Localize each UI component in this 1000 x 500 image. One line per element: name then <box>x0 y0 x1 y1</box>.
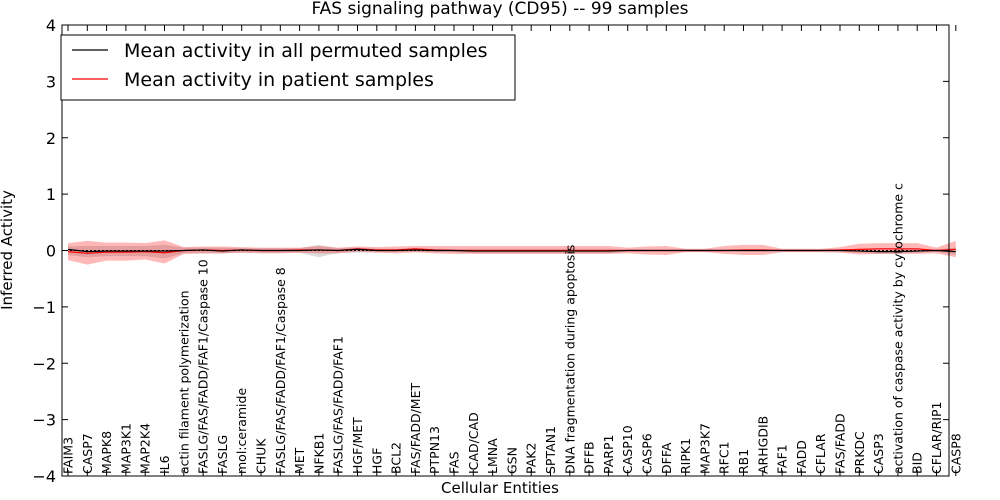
x-tick-label: CHUK <box>254 438 269 474</box>
x-tick-label: PARP1 <box>601 435 616 474</box>
x-tick-label: CFLAR/RIP1 <box>929 402 944 474</box>
x-tick-label: CFLAR <box>813 433 828 474</box>
x-tick-label: PTPN13 <box>427 426 442 474</box>
y-tick-label: −1 <box>32 298 56 317</box>
x-tick-label: FAS/FADD <box>833 413 848 474</box>
x-tick-label: FAF1 <box>775 444 790 474</box>
x-tick-label: DFFA <box>659 442 674 474</box>
x-tick-label: FAIM3 <box>61 437 76 474</box>
x-tick-label: MAPK8 <box>99 431 114 474</box>
y-tick-label: −2 <box>32 354 56 373</box>
x-tick-label: BID <box>910 452 925 474</box>
x-tick-label: MAP3K7 <box>697 423 712 474</box>
x-tick-label: mol:ceramide <box>234 388 249 474</box>
x-tick-label: BCL2 <box>389 442 404 474</box>
x-tick-label: FASLG/FAS/FADD/FAF1/Caspase 8 <box>273 267 288 474</box>
x-tick-label: ICAD/CAD <box>466 412 481 474</box>
y-tick-label: −3 <box>32 411 56 430</box>
x-tick-label: CASP8 <box>948 433 963 474</box>
x-tick-label: HGF/MET <box>350 417 365 474</box>
x-axis <box>67 25 957 476</box>
band-series-1 <box>68 240 956 265</box>
y-tick-label: 1 <box>46 185 56 204</box>
y-axis: −4 −3 −2 −1 0 1 2 3 4 <box>32 16 949 486</box>
line-series-0 <box>67 248 956 253</box>
chart-title: FAS signaling pathway (CD95) -- 99 sampl… <box>311 0 688 19</box>
x-tick-label: MAP3K1 <box>118 423 133 474</box>
x-axis-label: Cellular Entities <box>441 479 559 497</box>
x-tick-label: activation of caspase activity by cytoch… <box>890 183 905 474</box>
x-tick-label: DFFB <box>582 441 597 474</box>
legend-label-patient: Mean activity in patient samples <box>124 69 434 91</box>
x-tick-label: LMNA <box>485 438 500 474</box>
x-tick-label: NFKB1 <box>311 433 326 474</box>
x-tick-label: CASP6 <box>640 433 655 474</box>
x-tick-label: RIPK1 <box>678 438 693 474</box>
x-tick-label: HGF <box>369 448 384 474</box>
x-tick-label: SPTAN1 <box>543 426 558 474</box>
x-tick-label: RFC1 <box>717 441 732 474</box>
y-axis-label: Inferred Activity <box>0 190 16 310</box>
y-tick-label: 2 <box>46 129 56 148</box>
x-tick-label: PRKDC <box>852 431 867 474</box>
x-tick-label: FASLG/FAS/FADD/FAF1 <box>331 336 346 474</box>
x-tick-label: MAP2K4 <box>138 423 153 474</box>
x-tick-label: FAS <box>447 451 462 474</box>
legend-box <box>60 34 516 101</box>
x-tick-labels: FAIM3 CASP7 MAPK8 MAP3K1 MAP2K4 IL6 actin fila… <box>61 183 964 474</box>
x-tick-label: PAK2 <box>524 443 539 474</box>
x-tick-label: ARHGDIB <box>755 416 770 474</box>
legend: Mean activity in all permuted samples Me… <box>60 34 516 101</box>
plot-frame <box>61 24 950 477</box>
x-tick-label: FADD <box>794 440 809 474</box>
x-tick-label: actin filament polymerization <box>176 290 191 474</box>
x-tick-label: RB1 <box>736 449 751 474</box>
x-tick-label: DNA fragmentation during apoptosis <box>562 245 577 474</box>
y-tick-label: 0 <box>46 242 56 261</box>
x-tick-label: GSN <box>504 447 519 474</box>
x-tick-label: CASP7 <box>80 433 95 474</box>
x-tick-label: FAS/FADD/MET <box>408 383 423 474</box>
y-tick-label: −4 <box>32 467 56 486</box>
x-tick-label: MET <box>292 447 307 474</box>
y-tick-label: 4 <box>46 16 56 35</box>
x-tick-label: FASLG/FAS/FADD/FAF1/Caspase 10 <box>196 259 211 474</box>
x-tick-label: CASP3 <box>871 433 886 474</box>
series-lines <box>67 248 956 254</box>
legend-label-permuted: Mean activity in all permuted samples <box>124 40 487 62</box>
x-tick-label: CASP10 <box>620 425 635 474</box>
y-tick-label: 3 <box>46 72 56 91</box>
x-tick-label: IL6 <box>157 455 172 474</box>
x-tick-label: FASLG <box>215 435 230 474</box>
